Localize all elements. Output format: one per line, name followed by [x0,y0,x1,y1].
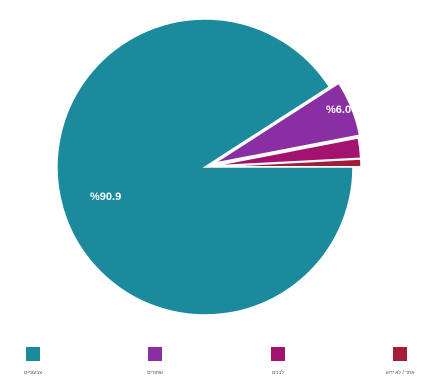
slice-value-label-1: %90.9 [90,191,121,203]
pie-slice-2 [213,82,361,165]
pie-labels: %90.9 %6.06 [90,104,357,203]
slice-value-label-2: %6.06 [326,104,357,116]
legend-label-4: אחר / לא ידוע [386,369,416,376]
legend-label-3: לבנים [272,369,284,376]
legend-label-2: שחורים [147,370,163,376]
pie-slice-3 [212,137,362,167]
pie-slice-1 [56,18,354,316]
legend-swatch-2 [148,347,162,361]
pie-slice-4 [212,158,362,168]
legend-label-1: צבעוניים [24,370,42,376]
legend: צבעוניים שחורים לבנים אחר / לא ידוע [24,347,415,376]
legend-swatch-1 [26,347,40,361]
pie-slices [56,18,362,316]
legend-swatch-3 [271,347,285,361]
legend-swatch-4 [393,347,407,361]
